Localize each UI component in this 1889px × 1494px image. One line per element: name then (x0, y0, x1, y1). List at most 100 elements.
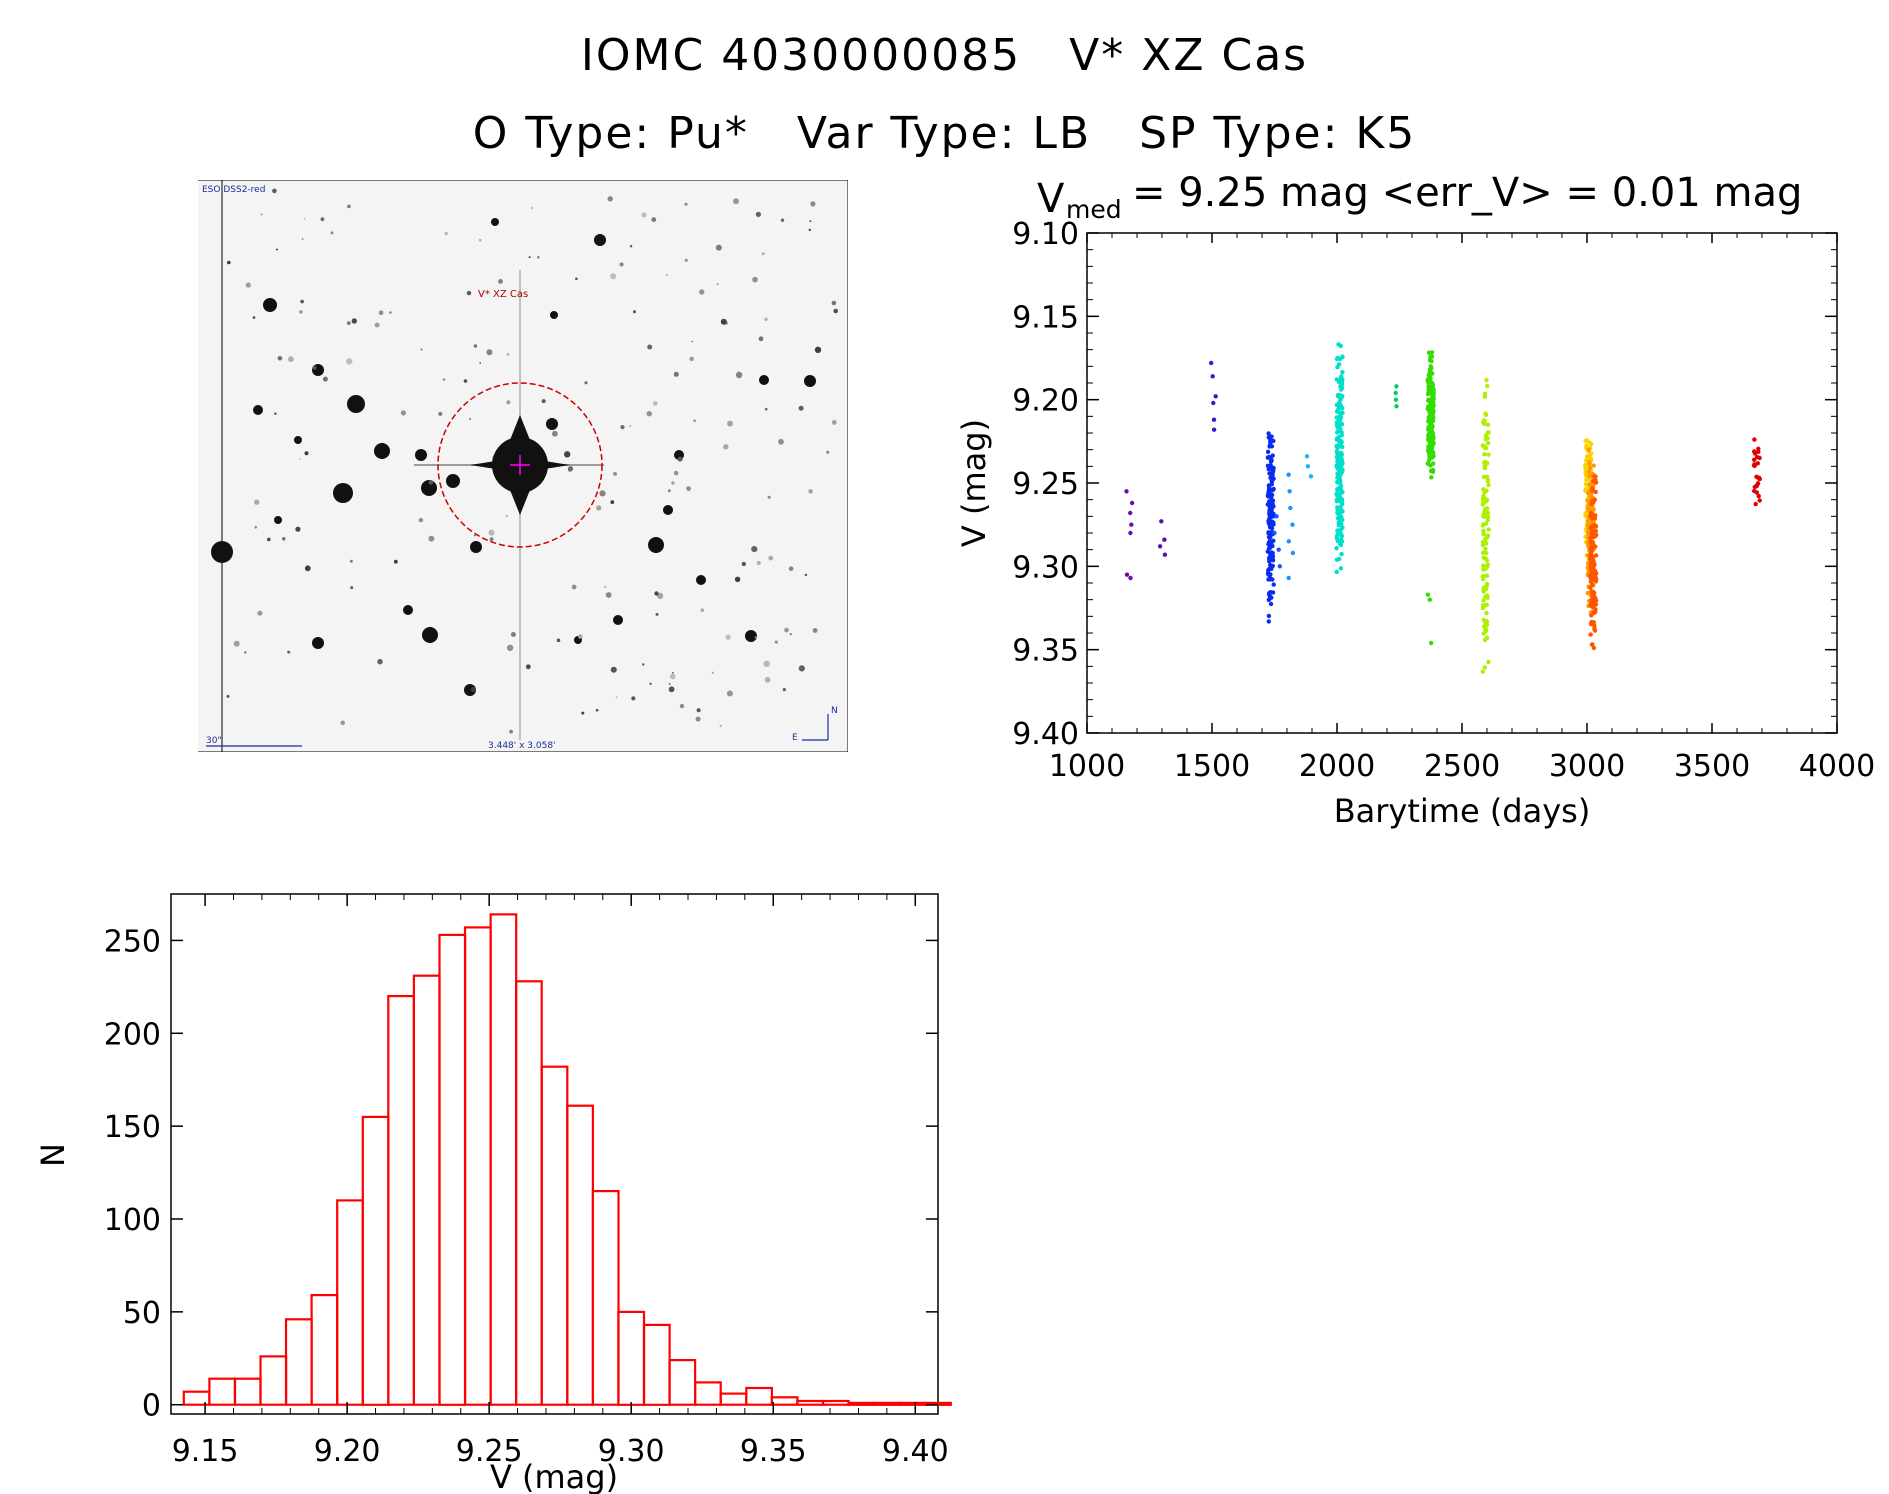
star (594, 234, 606, 246)
star (505, 515, 508, 518)
hist-bar (233, 1377, 262, 1406)
star (304, 451, 309, 456)
lc-point (1267, 510, 1273, 515)
star (377, 658, 383, 665)
star (633, 310, 636, 314)
lc-x-tick-label: 4000 (1799, 749, 1875, 784)
star (663, 505, 673, 515)
lc-point (1157, 544, 1163, 549)
lc-point (1480, 542, 1486, 548)
lc-point (1593, 477, 1598, 483)
lc-point (1482, 538, 1487, 544)
lc-point (1484, 584, 1489, 589)
lc-point (1483, 521, 1489, 526)
hist-bar (412, 974, 441, 1406)
star (723, 444, 729, 450)
lc-point (1429, 468, 1435, 473)
star (300, 299, 304, 304)
star (211, 541, 233, 563)
lc-point (1269, 482, 1275, 487)
lc-point (1752, 451, 1758, 456)
lc-point (1589, 501, 1594, 506)
star (498, 279, 503, 284)
star (253, 405, 263, 415)
lc-point (1338, 450, 1344, 456)
star (226, 694, 230, 698)
lc-point (1268, 475, 1273, 480)
lc-point (1590, 564, 1596, 569)
star (584, 381, 588, 385)
star (689, 356, 694, 362)
lc-point (1754, 482, 1760, 488)
lc-point (1336, 460, 1341, 465)
lc-point (1394, 404, 1399, 409)
lc-title-v: V (1037, 176, 1065, 222)
lc-point (1483, 411, 1488, 416)
lc-point (1335, 507, 1340, 512)
star (620, 425, 625, 430)
star (378, 310, 384, 315)
star (649, 682, 652, 685)
lc-x-tick-label: 1500 (1174, 749, 1250, 784)
star (525, 664, 531, 670)
lc-point (1339, 499, 1345, 505)
lc-y-tick-label: 9.15 (1012, 300, 1079, 335)
star (274, 516, 282, 524)
star (610, 500, 615, 504)
lc-point (1593, 528, 1599, 534)
hist-bar (566, 1104, 594, 1406)
hist-x-tick-label: 9.40 (882, 1434, 949, 1469)
star (610, 273, 617, 280)
target-circle-marker (437, 382, 603, 548)
lc-y-label: V (mag) (955, 419, 993, 547)
lc-point (1128, 530, 1133, 536)
star (665, 273, 669, 277)
star (473, 534, 476, 537)
star (654, 591, 659, 596)
lc-point (1335, 528, 1340, 533)
lc-point (1485, 474, 1490, 479)
hist-bar (796, 1399, 825, 1406)
lc-point (1266, 619, 1272, 624)
star (733, 198, 739, 205)
lc-point (1334, 455, 1340, 460)
star (299, 458, 301, 460)
hist-bar (361, 1115, 390, 1406)
star (784, 627, 789, 633)
lc-point (1334, 356, 1340, 362)
compass-n-label: N (831, 706, 838, 716)
lc-point (1162, 537, 1167, 542)
lc-point (1756, 475, 1762, 481)
star (304, 565, 311, 572)
lc-point (1586, 447, 1592, 452)
lc-point (1338, 483, 1344, 489)
star (809, 220, 812, 223)
lc-point (1265, 449, 1271, 454)
star (778, 438, 784, 445)
star (610, 666, 617, 673)
lc-point (1271, 582, 1276, 587)
star (287, 650, 291, 654)
star (720, 318, 727, 325)
lc-point (1757, 455, 1762, 461)
lc-point (1308, 474, 1314, 479)
star (244, 651, 247, 654)
star (347, 395, 365, 413)
lc-point (1426, 436, 1432, 442)
lc-point (1266, 531, 1271, 536)
lc-point (1339, 374, 1344, 379)
star (727, 420, 733, 427)
lc-point (1752, 437, 1757, 442)
lc-point (1286, 472, 1291, 477)
star (444, 232, 448, 236)
lc-point (1482, 463, 1488, 469)
lc-point (1267, 535, 1272, 540)
star (537, 255, 540, 259)
lc-point (1339, 433, 1345, 438)
star (759, 375, 769, 385)
lc-point (1431, 435, 1436, 440)
lc-point (1338, 542, 1344, 548)
lc-point (1586, 491, 1591, 496)
hist-bar (693, 1381, 722, 1406)
lc-axes-ticks: 1000 1500 2000 2500 3000 3500 4000 9.10 9.15 9.20… (1012, 217, 1875, 784)
